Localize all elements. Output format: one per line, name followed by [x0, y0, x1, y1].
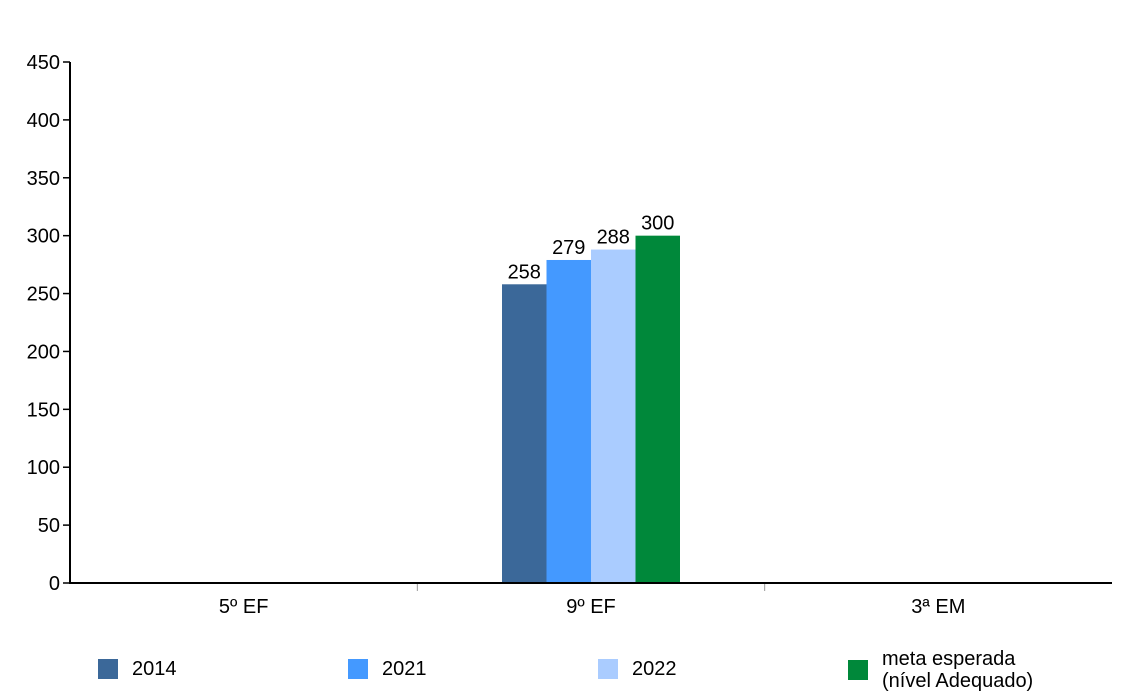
legend-swatch: [348, 659, 368, 679]
y-tick-label: 0: [49, 573, 60, 595]
y-tick-label: 200: [27, 341, 60, 363]
legend-label: 2021: [382, 658, 427, 680]
y-axis-ticks: 0 50 100 150 200 250 300 350 400 450: [27, 52, 70, 595]
legend: 2014 2021 2022 meta esperada (nível Adeq…: [0, 648, 1127, 696]
bar: [502, 284, 547, 583]
bar: [591, 249, 636, 583]
bar-value-label: 279: [552, 237, 585, 259]
x-tick-label: 5º EF: [219, 596, 269, 618]
y-tick-label: 50: [38, 515, 60, 537]
bars: [502, 235, 680, 583]
y-tick-label: 300: [27, 226, 60, 248]
legend-label: 2022: [632, 658, 677, 680]
y-tick-label: 400: [27, 110, 60, 132]
x-tick-label: 3ª EM: [911, 596, 965, 618]
y-tick-label: 450: [27, 52, 60, 74]
legend-item-2021: 2021: [348, 658, 427, 680]
legend-label: meta esperada (nível Adequado): [882, 648, 1034, 692]
x-axis-ticks: 5º EF 9º EF 3ª EM: [219, 583, 965, 618]
y-tick-label: 150: [27, 399, 60, 421]
legend-item-2014: 2014: [98, 658, 177, 680]
bar-value-label: 300: [641, 213, 674, 235]
legend-label: 2014: [132, 658, 177, 680]
legend-swatch: [598, 659, 618, 679]
bar: [635, 235, 680, 583]
legend-swatch: [848, 660, 868, 680]
x-tick-label: 9º EF: [566, 596, 616, 618]
bar-value-labels: 258 279 288 300: [508, 213, 675, 284]
y-tick-label: 350: [27, 168, 60, 190]
bar-value-label: 288: [597, 227, 630, 249]
bar: [546, 259, 591, 583]
y-tick-label: 250: [27, 284, 60, 306]
y-tick-label: 100: [27, 457, 60, 479]
legend-swatch: [98, 659, 118, 679]
bar-value-label: 258: [508, 261, 541, 283]
legend-item-2022: 2022: [598, 658, 677, 680]
legend-item-meta-esperada: meta esperada (nível Adequado): [848, 648, 1033, 692]
